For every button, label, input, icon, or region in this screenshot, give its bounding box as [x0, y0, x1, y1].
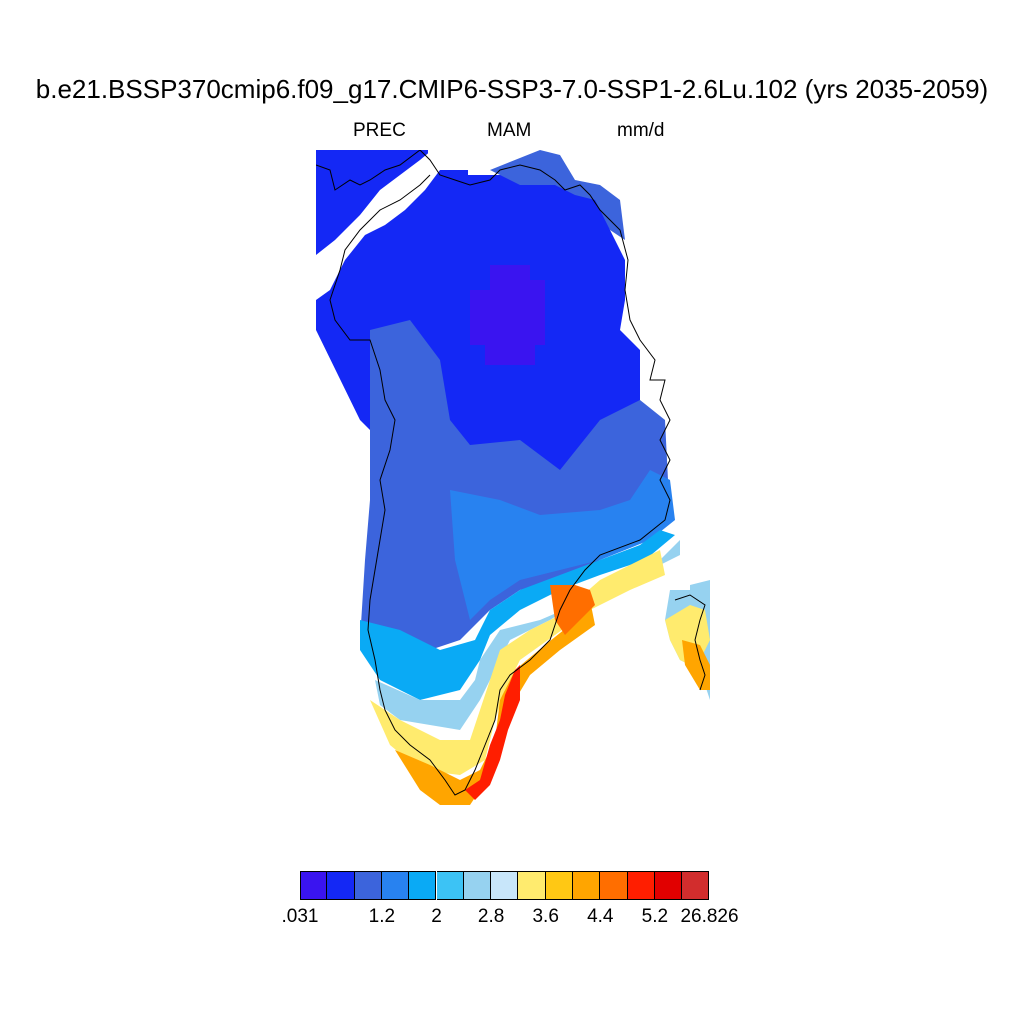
- colorbar-swatch: [354, 871, 382, 900]
- transition-region: [450, 470, 675, 620]
- colorbar-swatch: [409, 871, 437, 900]
- coastal-wet-band-3: [395, 600, 595, 805]
- colorbar-label: 1.2: [368, 906, 396, 927]
- colorbar-swatch: [573, 871, 601, 900]
- coastal-max-band: [465, 665, 520, 800]
- colorbar-swatch: [682, 871, 710, 900]
- colorbar-swatch: [436, 871, 464, 900]
- colorbar-swatch: [300, 871, 328, 900]
- north-west-ocean-gap: [316, 150, 440, 300]
- colorbar-label: .031: [281, 906, 319, 927]
- colorbar-label: 2: [431, 906, 442, 927]
- plot-title: b.e21.BSSP370cmip6.f09_g17.CMIP6-SSP3-7.…: [35, 74, 989, 104]
- colorbar-label: 5.2: [641, 906, 669, 927]
- variable-label: PREC: [353, 120, 406, 141]
- colorbar-swatch: [545, 871, 573, 900]
- interior-minimum-region: [470, 265, 545, 365]
- colorbar-swatch: [627, 871, 655, 900]
- colorbar-label: 3.6: [532, 906, 559, 927]
- map-field: [316, 150, 710, 805]
- north-coast-region: [490, 150, 625, 240]
- colorbar-swatch: [491, 871, 519, 900]
- east-coast-island-orange: [682, 640, 710, 690]
- mid-latitude-region: [360, 320, 670, 650]
- colorbar-swatch: [327, 871, 355, 900]
- colorbar-swatch: [600, 871, 628, 900]
- colorbar-label: 4.4: [587, 906, 614, 927]
- colorbar-swatch: [463, 871, 492, 900]
- units-label: mm/d: [617, 120, 665, 141]
- season-label: MAM: [487, 120, 532, 141]
- south-east-coast-orange: [550, 585, 595, 635]
- colorbar-swatch: [654, 871, 683, 900]
- coastal-wet-band-1: [375, 540, 680, 730]
- colorbar-label: 26.826: [680, 906, 739, 927]
- colorbar-swatch: [518, 871, 546, 900]
- colorbar-label: 2.8: [477, 906, 505, 927]
- colorbar-swatch: [381, 871, 410, 900]
- south-coast-band: [360, 530, 675, 700]
- east-island-coastline: [674, 594, 706, 691]
- coastline: [316, 150, 671, 796]
